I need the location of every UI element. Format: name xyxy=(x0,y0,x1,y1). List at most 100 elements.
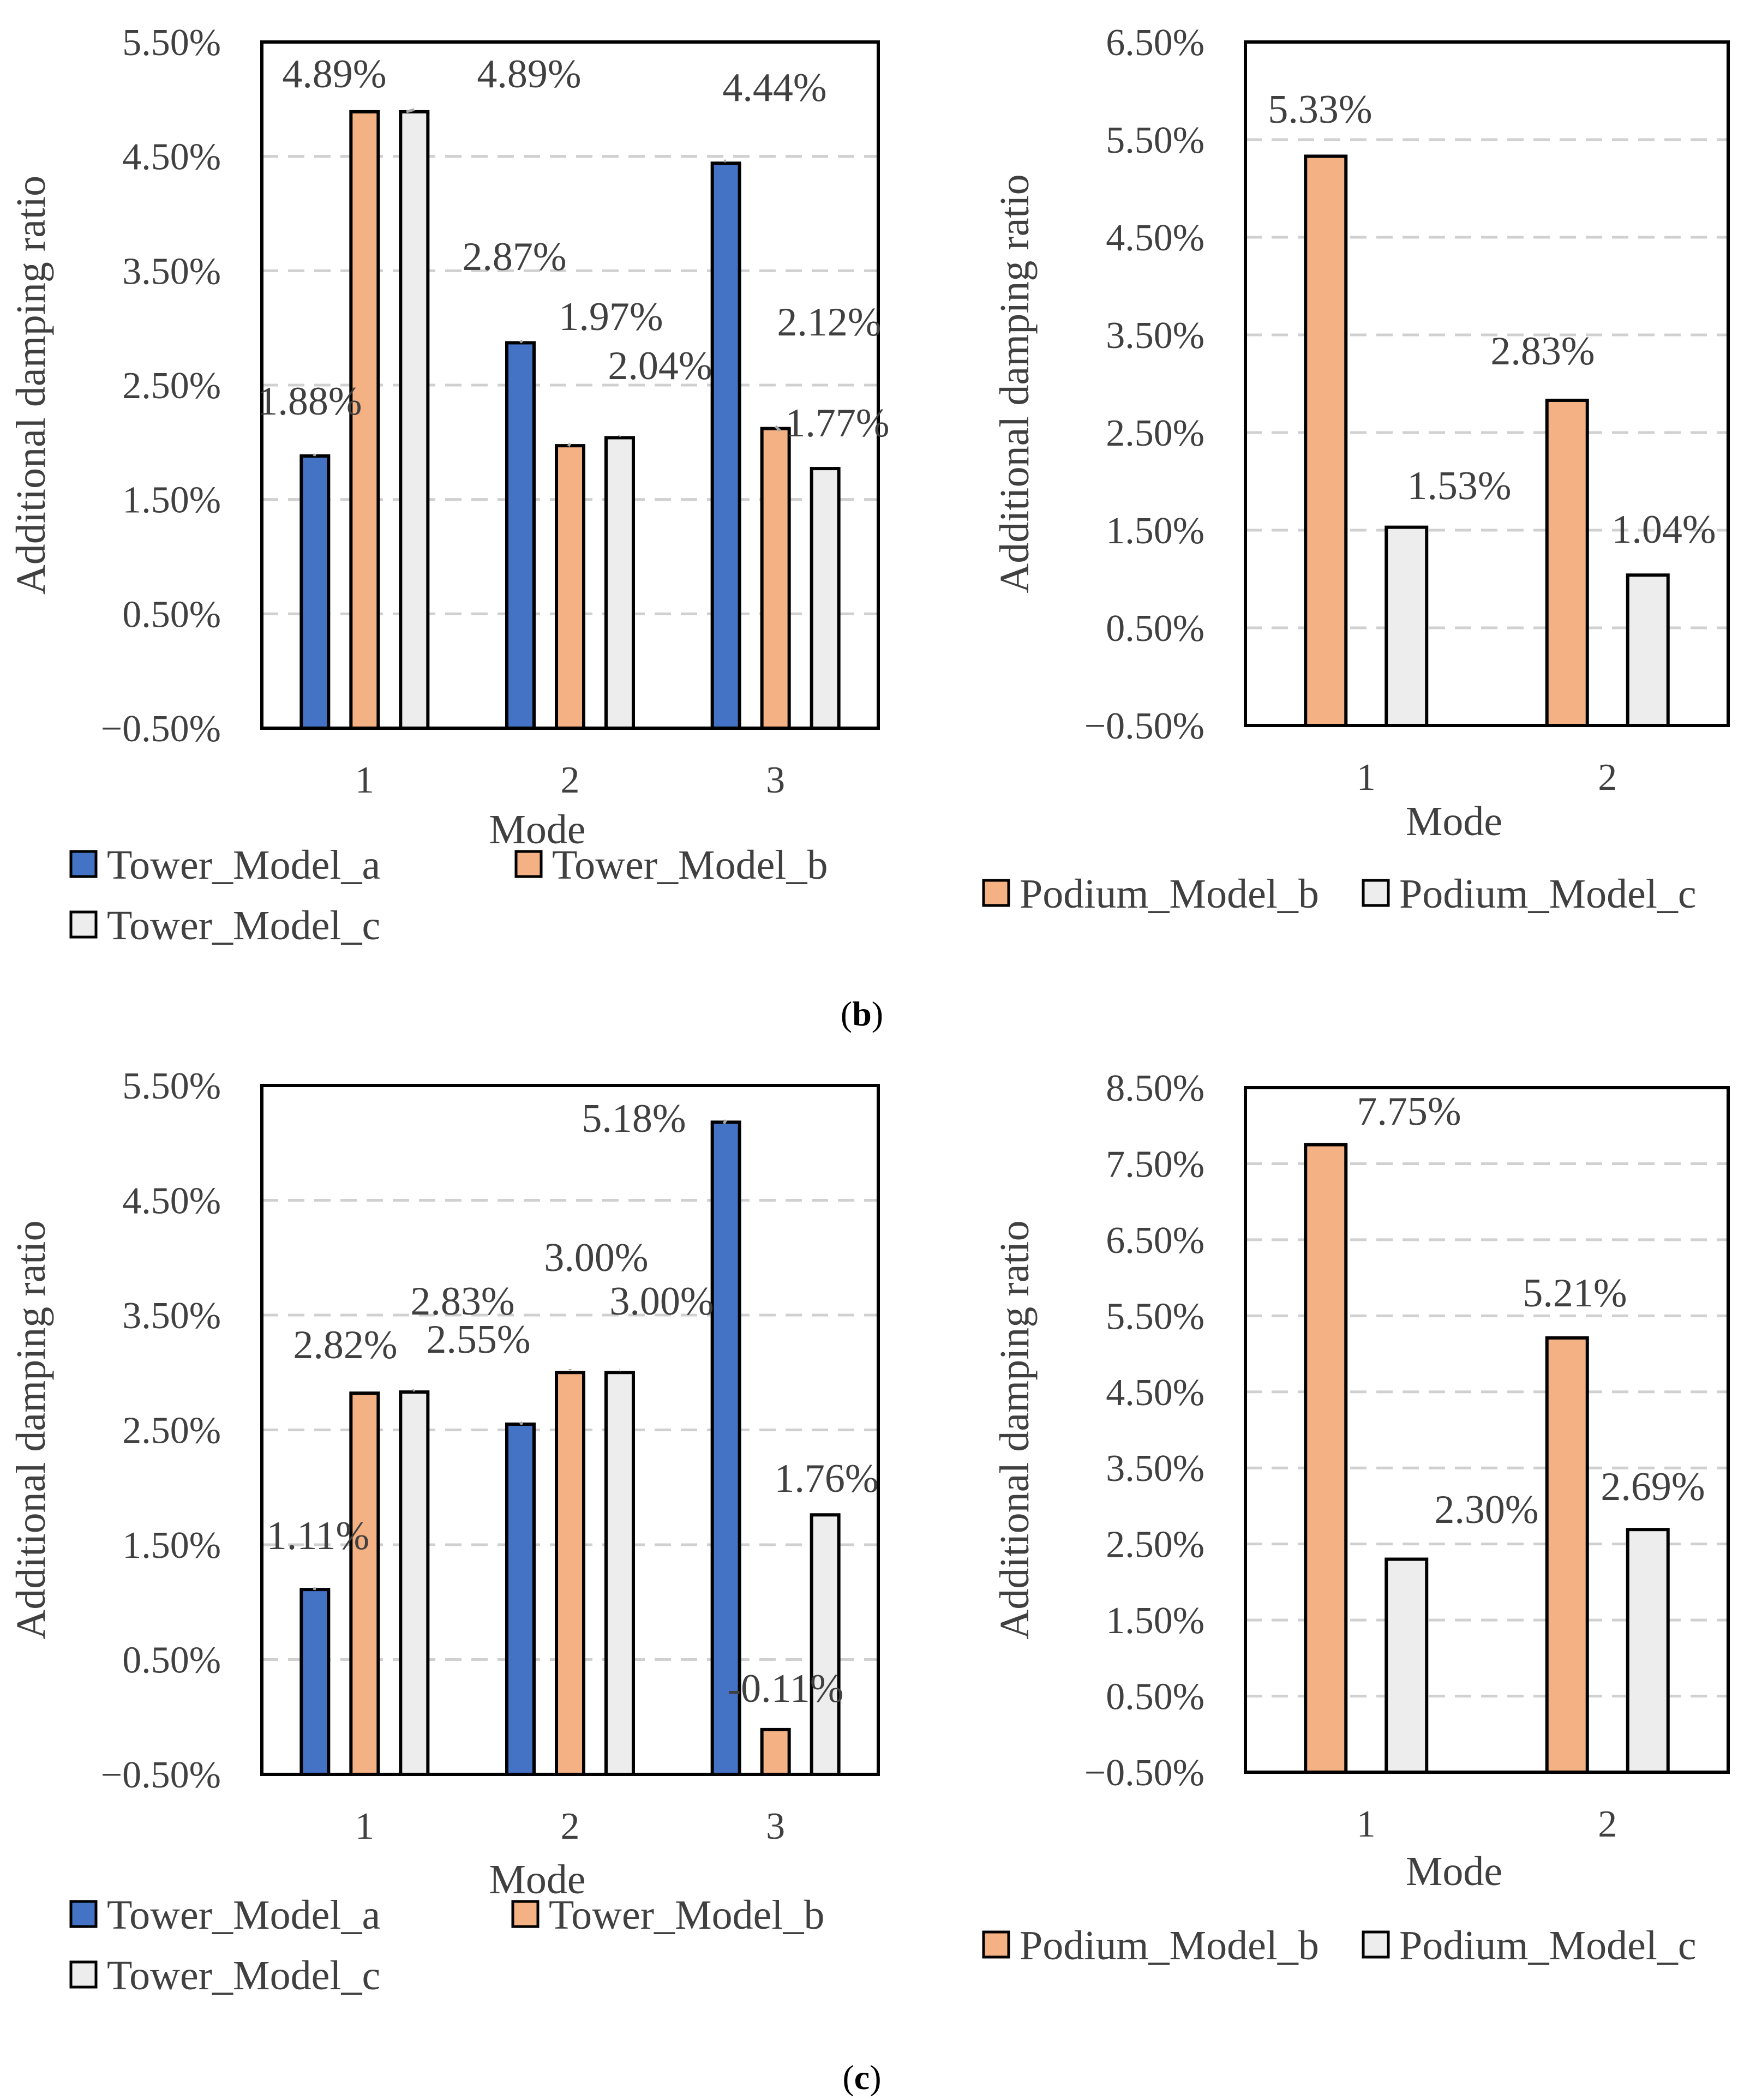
leader-line xyxy=(618,435,621,437)
bar-podium-model-b-mode-1 xyxy=(1304,1143,1348,1774)
x-tick-label: 3 xyxy=(766,1805,785,1847)
y-tick-label: −0.50% xyxy=(1084,705,1204,747)
y-tick-label: 5.50% xyxy=(1106,1295,1204,1337)
data-label: 2.82% xyxy=(293,1323,397,1367)
bar-podium-model-b-mode-2 xyxy=(1545,398,1589,727)
plot-area-border xyxy=(260,40,880,730)
bar-podium-model-c-mode-2 xyxy=(1626,573,1670,727)
y-tick-label: 0.50% xyxy=(1106,1676,1204,1718)
leader-line xyxy=(567,442,572,447)
x-tick-label: 1 xyxy=(355,1805,374,1847)
x-tick-label: 1 xyxy=(355,759,374,801)
data-label: 4.44% xyxy=(722,65,826,110)
y-tick-label: 2.50% xyxy=(122,365,221,407)
y-tick-label: 6.50% xyxy=(1106,22,1204,64)
bar-podium-model-b-mode-1 xyxy=(1304,154,1348,727)
data-label: 5.33% xyxy=(1268,87,1372,132)
legend-label: Tower_Model_b xyxy=(552,842,828,888)
y-tick-label: 0.50% xyxy=(1106,608,1204,650)
legend-label: Tower_Model_a xyxy=(107,1892,380,1938)
tower-chart-c: 5.50% 4.50% 3.50% 2.50% 1.50% 0.50% −0.50% 1 2 3 M… xyxy=(8,1065,880,1999)
y-tick-label: 5.50% xyxy=(122,1065,221,1107)
y-axis-title: Additional damping ratio xyxy=(992,174,1038,593)
panel-label-b: (b) xyxy=(841,994,883,1033)
x-tick-label: 2 xyxy=(1598,757,1617,799)
tower-chart-b: 5.50% 4.50% 3.50% 2.50% 1.50% 0.50% −0.50% 1 2 3 M… xyxy=(8,22,890,949)
bar-tower-model-a-mode-1 xyxy=(299,1588,331,1776)
y-tick-label: −0.50% xyxy=(101,708,221,750)
bar-tower-model-b-mode-2 xyxy=(555,1371,585,1776)
y-tick-label: 3.50% xyxy=(122,1295,221,1337)
data-label: 7.75% xyxy=(1357,1089,1461,1134)
legend-swatch xyxy=(69,1960,98,1989)
data-label: 3.00% xyxy=(544,1235,648,1280)
y-tick-label: −0.50% xyxy=(101,1754,221,1796)
legend-swatch xyxy=(69,910,98,939)
bar-tower-model-c-mode-1 xyxy=(399,110,430,730)
leader-line xyxy=(519,1421,524,1426)
y-tick-label: 7.50% xyxy=(1106,1143,1204,1185)
x-tick-label: 2 xyxy=(1598,1803,1617,1845)
x-axis-title: Mode xyxy=(1406,799,1502,844)
y-tick-label: 4.50% xyxy=(1106,217,1204,259)
bar-tower-model-b-mode-3 xyxy=(760,427,791,730)
bar-podium-model-c-mode-2 xyxy=(1626,1528,1670,1774)
data-label: 1.11% xyxy=(267,1514,369,1558)
panel-label-c: (c) xyxy=(842,2058,881,2097)
data-label: 1.76% xyxy=(774,1456,878,1501)
data-label: 2.04% xyxy=(608,344,712,388)
x-tick-label: 2 xyxy=(561,1805,580,1847)
data-label: 5.21% xyxy=(1523,1271,1627,1316)
data-label: 2.69% xyxy=(1601,1465,1705,1509)
data-label: 1.88% xyxy=(257,379,362,424)
bar-podium-model-b-mode-2 xyxy=(1545,1336,1589,1774)
y-tick-label: 4.50% xyxy=(122,136,221,178)
legend-label: Podium_Model_b xyxy=(1020,1923,1319,1969)
leader-line xyxy=(722,1119,727,1125)
bar-tower-model-c-mode-1 xyxy=(399,1390,430,1776)
data-label: 4.89% xyxy=(282,52,386,97)
bar-tower-model-a-mode-3 xyxy=(710,161,741,730)
y-tick-label: 1.50% xyxy=(122,479,221,521)
y-axis-title: Additional damping ratio xyxy=(8,176,54,595)
bar-tower-model-a-mode-3 xyxy=(710,1120,741,1777)
bar-tower-model-c-mode-3 xyxy=(810,467,841,730)
legend-swatch xyxy=(1362,1930,1390,1959)
x-tick-label: 1 xyxy=(1357,1803,1376,1845)
podium-chart-b: 6.50% 5.50% 4.50% 3.50% 2.50% 1.50% 0.50% −0.50… xyxy=(982,22,1730,917)
data-label: 5.18% xyxy=(582,1096,686,1141)
legend-swatch xyxy=(982,879,1010,907)
data-label: -0.11% xyxy=(727,1666,843,1711)
y-tick-label: 2.50% xyxy=(1106,412,1204,454)
bar-tower-model-b-mode-1 xyxy=(349,110,380,730)
y-axis-title: Additional damping ratio xyxy=(992,1220,1038,1639)
leader-line xyxy=(412,1389,415,1392)
y-tick-label: 8.50% xyxy=(1106,1067,1204,1109)
legend-swatch xyxy=(514,850,543,878)
y-tick-label: 6.50% xyxy=(1106,1220,1204,1262)
legend-label: Podium_Model_c xyxy=(1399,1923,1697,1969)
x-axis-title: Mode xyxy=(489,1857,585,1903)
podium-chart-c: 8.50% 7.50% 6.50% 5.50% 4.50% 3.50% 2.50% 1.50%… xyxy=(982,1067,1730,1969)
y-tick-label: −0.50% xyxy=(1084,1752,1204,1794)
legend-swatch xyxy=(69,1900,98,1928)
legend-label: Tower_Model_a xyxy=(107,842,380,888)
legend-swatch xyxy=(982,1930,1010,1959)
data-label: 2.55% xyxy=(426,1317,530,1362)
data-label: 3.00% xyxy=(609,1279,714,1324)
bar-tower-model-c-mode-2 xyxy=(604,1371,635,1776)
bar-podium-model-c-mode-1 xyxy=(1385,525,1429,727)
bar-tower-model-c-mode-3 xyxy=(810,1513,841,1777)
y-tick-label: 1.50% xyxy=(1106,510,1204,552)
data-label: 2.87% xyxy=(462,235,566,279)
bar-tower-model-b-mode-1 xyxy=(349,1391,380,1776)
leader-line xyxy=(519,339,523,344)
y-axis-title: Additional damping ratio xyxy=(8,1220,54,1639)
data-label: 1.53% xyxy=(1407,464,1511,508)
data-label: 1.77% xyxy=(785,401,889,446)
legend-label: Tower_Model_c xyxy=(107,1953,380,1999)
legend-label: Podium_Model_b xyxy=(1020,871,1319,917)
x-axis-title: Mode xyxy=(1406,1849,1502,1894)
y-tick-label: 0.50% xyxy=(122,1640,221,1682)
y-tick-label: 1.50% xyxy=(122,1525,221,1567)
